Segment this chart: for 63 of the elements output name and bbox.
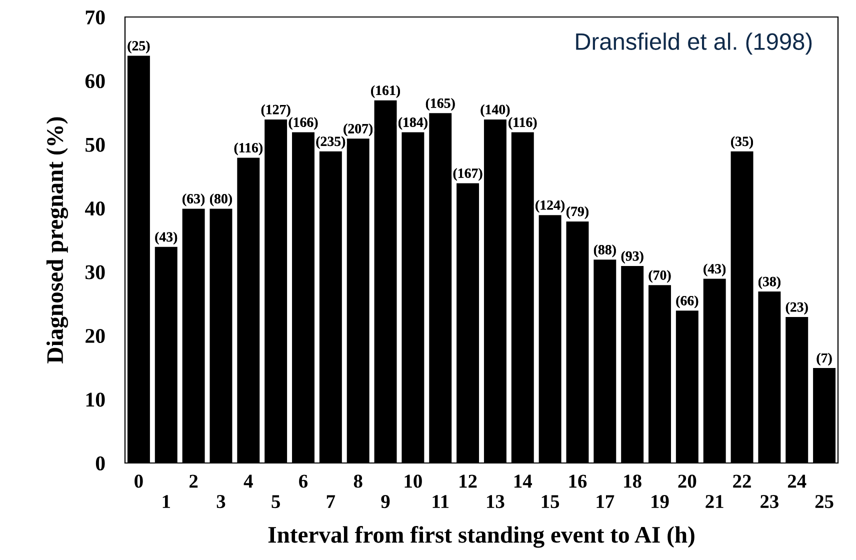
annotation: (38): [758, 276, 780, 290]
annotation: (43): [704, 264, 726, 276]
annotation: Dransfield et al. (1998): [576, 32, 812, 55]
x-tick-label: 11: [432, 495, 449, 508]
annotation: (127): [261, 104, 290, 118]
y-axis-title: Diagnosed pregnant (%): [46, 117, 68, 364]
x-tick-label: 17: [596, 495, 614, 508]
annotation: (88): [594, 244, 616, 258]
annotation: (184): [398, 117, 428, 130]
x-tick-label: 2: [190, 474, 198, 488]
x-tick-label: 9: [381, 495, 390, 508]
y-tick-label: 60: [85, 74, 105, 88]
annotation: (63): [182, 194, 205, 206]
annotation: (23): [786, 302, 808, 315]
y-tick-label: 20: [86, 328, 105, 344]
annotation: (116): [508, 117, 537, 130]
x-tick-label: 8: [354, 474, 362, 488]
y-tick-label: 10: [86, 392, 105, 407]
x-tick-label: 6: [299, 474, 308, 488]
annotation: (116): [234, 142, 262, 156]
x-tick-label: 3: [216, 495, 226, 508]
annotation: (161): [371, 85, 400, 98]
x-tick-label: 24: [788, 474, 806, 488]
x-tick-label: 20: [678, 474, 696, 488]
y-tick-label: 70: [86, 10, 105, 24]
x-axis-title: Interval from first standing event to AI (h): [268, 526, 694, 548]
annotation: (235): [316, 136, 346, 149]
annotation: (79): [566, 206, 588, 219]
x-tick-label: 4: [244, 474, 253, 488]
y-tick-label: 30: [86, 265, 105, 280]
annotation: (207): [344, 124, 373, 136]
x-tick-label: 18: [624, 474, 642, 488]
x-tick-label: 12: [460, 474, 477, 488]
x-tick-label: 22: [733, 474, 751, 488]
annotation: (93): [621, 250, 644, 264]
annotation: (80): [210, 194, 232, 206]
x-tick-label: 5: [272, 495, 280, 508]
x-tick-label: 19: [652, 495, 669, 508]
x-tick-label: 7: [326, 495, 336, 508]
annotation: (7): [816, 352, 832, 366]
annotation: (166): [288, 117, 318, 130]
annotation: (165): [426, 98, 455, 111]
x-tick-label: 13: [487, 495, 504, 508]
y-tick-label: 0: [96, 456, 105, 470]
x-tick-label: 0: [134, 474, 143, 488]
annotation: (43): [155, 232, 178, 244]
x-tick-label: 1: [162, 495, 170, 508]
annotation: (66): [676, 296, 698, 308]
y-tick-label: 40: [85, 202, 105, 216]
annotation: (25): [128, 40, 150, 54]
x-tick-label: 15: [542, 495, 560, 508]
x-tick-label: 25: [815, 495, 834, 508]
annotation: (167): [453, 168, 482, 181]
annotation: (140): [480, 104, 510, 118]
x-tick-label: 23: [760, 495, 778, 508]
x-tick-label: 21: [706, 495, 724, 508]
annotation: (35): [731, 136, 753, 149]
x-tick-label: 10: [404, 474, 422, 488]
y-tick-label: 50: [86, 138, 105, 152]
annotation: (70): [648, 270, 671, 283]
x-tick-label: 14: [514, 474, 532, 488]
x-tick-label: 16: [569, 474, 587, 488]
annotation: (124): [536, 200, 564, 213]
